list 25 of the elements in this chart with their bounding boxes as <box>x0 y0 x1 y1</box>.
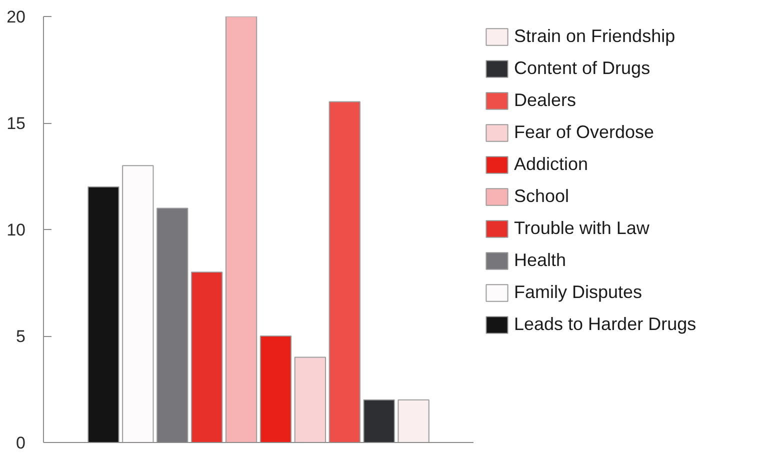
bar <box>88 186 120 442</box>
legend-label: School <box>514 186 570 207</box>
legend-label: Family Disputes <box>514 282 642 303</box>
legend-label: Leads to Harder Drugs <box>514 314 696 335</box>
y-tick-label: 0 <box>16 434 26 452</box>
legend-label: Addiction <box>514 154 588 175</box>
bar <box>398 399 430 442</box>
legend-label: Trouble with Law <box>514 218 650 239</box>
y-tick-label: 10 <box>6 220 26 240</box>
legend-label: Content of Drugs <box>514 58 650 79</box>
bar <box>190 272 223 442</box>
y-tick-label: 5 <box>16 327 26 346</box>
y-tick-label: 15 <box>6 114 26 133</box>
bar <box>294 356 326 442</box>
y-tick-label: 20 <box>6 8 26 26</box>
legend-label: Fear of Overdose <box>514 122 654 143</box>
bar <box>328 101 360 442</box>
bar <box>156 208 188 442</box>
legend-label: Health <box>514 250 566 271</box>
bar <box>363 399 395 442</box>
bar <box>122 165 154 442</box>
bar <box>260 336 292 442</box>
bar <box>225 16 258 442</box>
legend-label: Strain on Friendship <box>514 26 676 47</box>
legend-label: Dealers <box>514 90 576 111</box>
